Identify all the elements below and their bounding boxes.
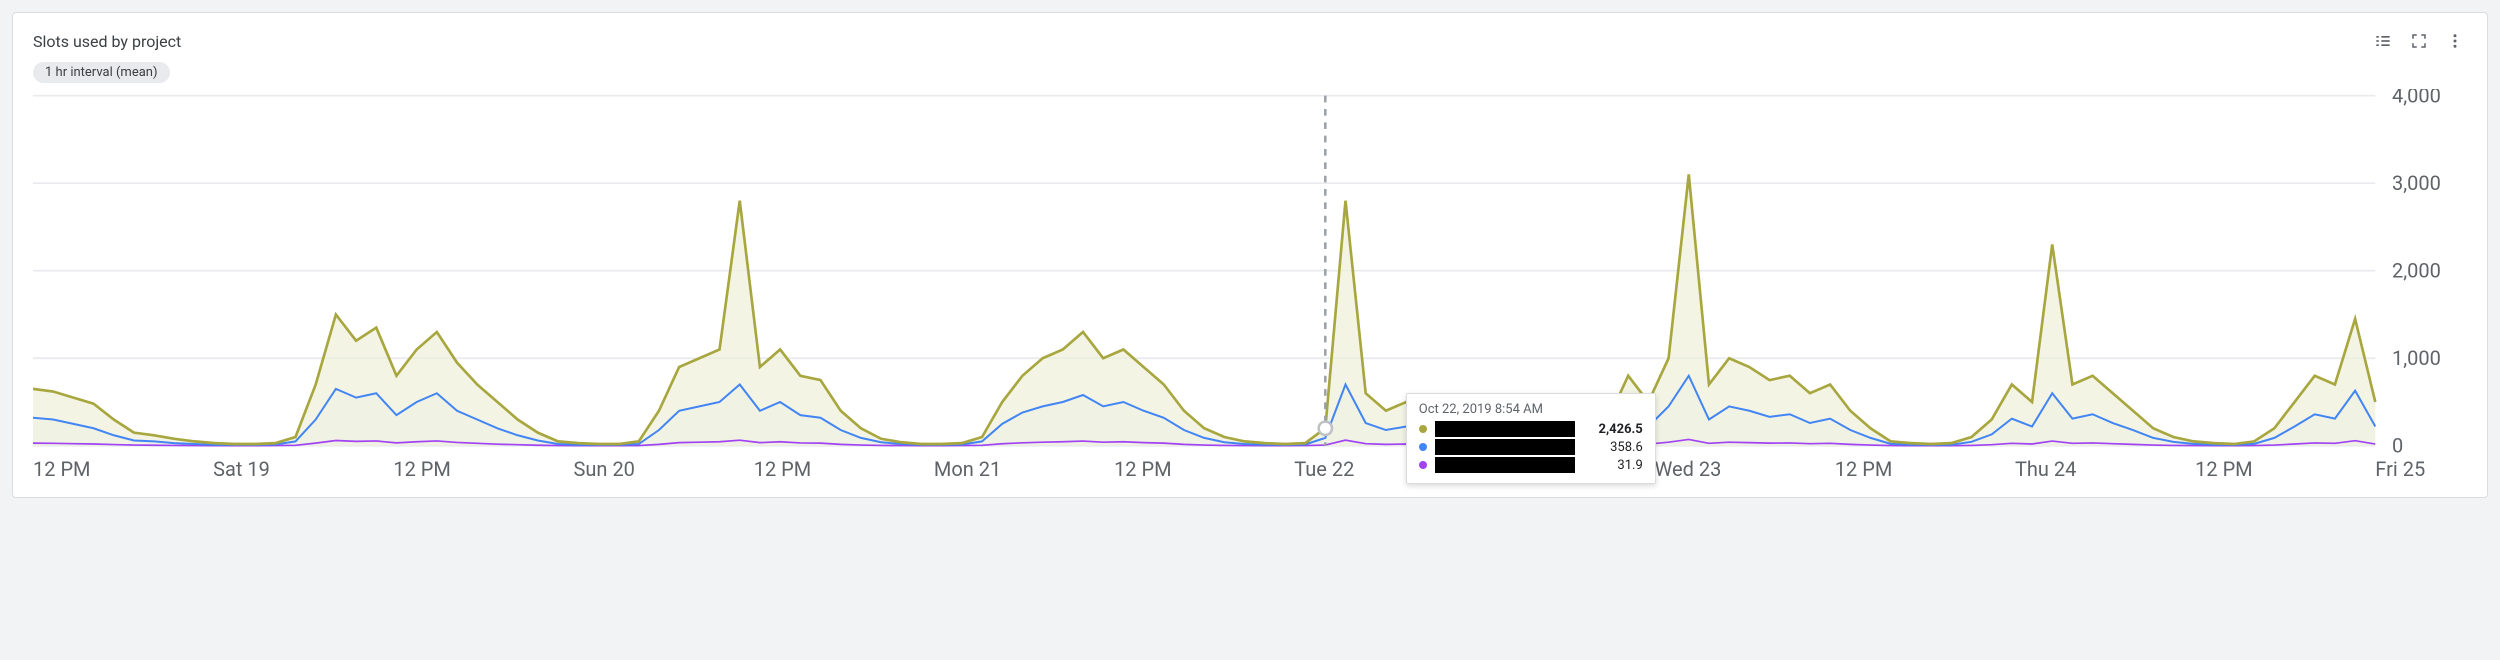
svg-text:Sun 20: Sun 20 — [574, 457, 635, 481]
tooltip-row: 358.6 — [1419, 439, 1643, 455]
area-chart[interactable]: 0 1,000 2,000 3,000 4,000 12 PM Sat 19 12 PM Sun… — [33, 89, 2467, 489]
svg-text:Thu 24: Thu 24 — [2015, 457, 2076, 481]
svg-text:0: 0 — [2392, 433, 2403, 457]
svg-text:12 PM: 12 PM — [1835, 457, 1893, 481]
svg-text:3,000: 3,000 — [2392, 171, 2441, 195]
legend-toggle-icon[interactable] — [2371, 29, 2395, 53]
tooltip-value: 2,426.5 — [1583, 422, 1643, 437]
svg-text:Sat 19: Sat 19 — [213, 457, 270, 481]
tooltip-value: 358.6 — [1583, 440, 1643, 455]
svg-text:Fri 25: Fri 25 — [2375, 457, 2425, 481]
svg-text:12 PM: 12 PM — [393, 457, 451, 481]
svg-text:4,000: 4,000 — [2392, 89, 2441, 107]
series-color-dot — [1419, 443, 1427, 451]
tooltip-timestamp: Oct 22, 2019 8:54 AM — [1419, 402, 1643, 417]
svg-text:2,000: 2,000 — [2392, 258, 2441, 282]
svg-text:12 PM: 12 PM — [1114, 457, 1172, 481]
chart-container: 0 1,000 2,000 3,000 4,000 12 PM Sat 19 12 PM Sun… — [33, 89, 2467, 489]
tooltip-series-label-redacted — [1435, 421, 1575, 437]
tooltip-series-label-redacted — [1435, 439, 1575, 455]
tooltip-row: 31.9 — [1419, 457, 1643, 473]
fullscreen-icon[interactable] — [2407, 29, 2431, 53]
svg-text:Tue 22: Tue 22 — [1294, 457, 1354, 481]
svg-text:12 PM: 12 PM — [2195, 457, 2253, 481]
tooltip-value: 31.9 — [1583, 458, 1643, 473]
chart-card: Slots used by project 1 hr interv — [12, 12, 2488, 498]
svg-text:12 PM: 12 PM — [754, 457, 812, 481]
tooltip-series-label-redacted — [1435, 457, 1575, 473]
series-color-dot — [1419, 461, 1427, 469]
svg-text:Mon 21: Mon 21 — [934, 457, 1001, 481]
chart-tooltip: Oct 22, 2019 8:54 AM 2,426.5 358.6 31.9 — [1406, 393, 1656, 484]
header-actions — [2371, 29, 2467, 53]
card-title: Slots used by project — [33, 32, 181, 51]
series-color-dot — [1419, 425, 1427, 433]
card-header: Slots used by project — [33, 29, 2467, 53]
more-options-icon[interactable] — [2443, 29, 2467, 53]
svg-text:1,000: 1,000 — [2392, 346, 2441, 370]
tooltip-row: 2,426.5 — [1419, 421, 1643, 437]
interval-chip[interactable]: 1 hr interval (mean) — [33, 62, 170, 83]
svg-text:Wed 23: Wed 23 — [1655, 457, 1722, 481]
svg-text:12 PM: 12 PM — [33, 457, 91, 481]
